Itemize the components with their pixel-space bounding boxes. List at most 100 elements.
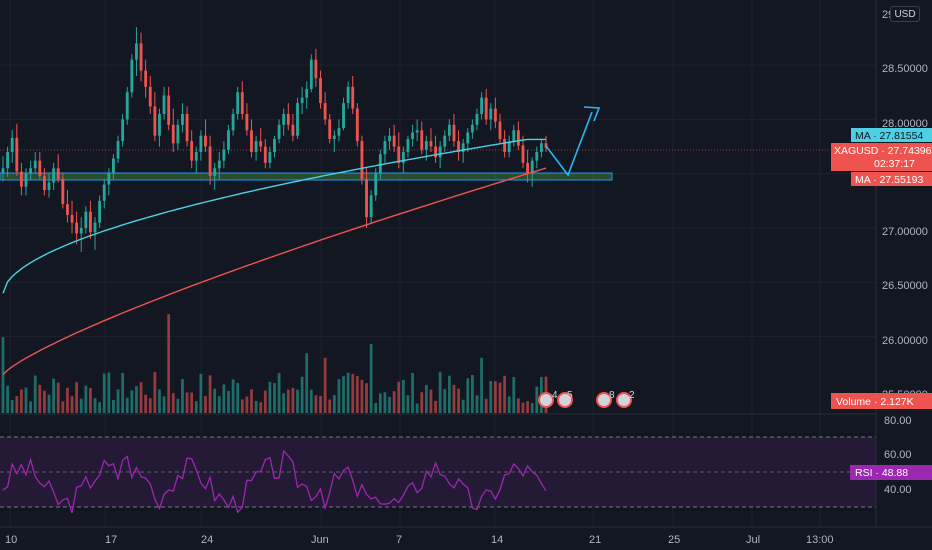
volume-bar [378, 393, 382, 413]
volume-bar [360, 379, 364, 413]
candle-body [457, 141, 460, 152]
volume-bar [346, 372, 350, 413]
volume-bar [424, 384, 428, 413]
volume-bar [217, 396, 221, 413]
candle-body [365, 179, 368, 218]
volume-bar [535, 386, 539, 413]
rsi-tag: RSI · 48.88 [850, 465, 932, 480]
volume-bar [461, 399, 465, 413]
volume-bar [125, 397, 129, 413]
volume-bar [406, 395, 410, 413]
candle-body [84, 211, 88, 228]
candle-body [466, 132, 470, 144]
volume-bar [213, 388, 217, 413]
volume-bar [231, 379, 235, 413]
candle-body [93, 222, 97, 233]
volume-bar [148, 398, 152, 413]
candle-body [240, 92, 244, 114]
ma-slow-tag-text: MA · 27.55193 [855, 174, 923, 186]
candle-body [475, 113, 479, 125]
candle-body [10, 137, 14, 152]
candle-body [153, 106, 157, 136]
candle-body [52, 168, 56, 183]
volume-bar [296, 389, 299, 413]
rsi-tick-60: 60.00 [884, 449, 912, 461]
volume-bar [204, 396, 207, 413]
currency-button[interactable]: USD [890, 6, 920, 22]
time-tick-13: 13:00 [806, 534, 834, 546]
volume-bar [162, 396, 166, 413]
volume-bar [153, 372, 157, 413]
us-flag-icon [616, 392, 632, 408]
candle-body [360, 141, 364, 180]
volume-bar [286, 389, 290, 413]
event-count-4: 2 [629, 390, 635, 401]
candle-body [323, 103, 327, 120]
volume-bar [79, 398, 83, 413]
volume-bar [319, 396, 322, 413]
volume-bar [61, 401, 65, 413]
event-marker-group-1[interactable]: 4 5 [538, 390, 573, 408]
event-marker-group-2[interactable]: 8 2 [596, 390, 635, 408]
candle-body [493, 108, 497, 122]
volume-bar [208, 375, 212, 413]
volume-bar [254, 400, 258, 413]
volume-bars [1, 314, 548, 413]
symbol-price-tag: XAGUSD · 27.74396 02:37:17 [831, 143, 932, 171]
volume-bar [66, 387, 69, 413]
volume-bar [494, 381, 497, 413]
candle-body [139, 43, 143, 71]
candle-body [24, 173, 28, 187]
candle-body [489, 108, 493, 120]
volume-bar [1, 337, 5, 413]
candle-body [521, 145, 525, 163]
volume-bar [466, 378, 470, 413]
ma-fast-tag: MA · 27.81554 [851, 128, 932, 142]
candle-body [204, 135, 207, 147]
candle-body [38, 160, 42, 176]
candle-body [194, 151, 198, 161]
candle-body [443, 135, 447, 147]
candle-body [130, 59, 134, 93]
volume-bar [20, 389, 23, 413]
volume-bar [43, 390, 46, 413]
candle-body [158, 113, 161, 136]
candle-body [148, 86, 152, 107]
candle-body [383, 141, 387, 155]
candle-body [208, 146, 212, 176]
volume-bar [498, 382, 502, 413]
volume-bar [397, 381, 401, 413]
candle-body [236, 92, 240, 114]
candle-body [305, 88, 309, 98]
volume-bar [300, 376, 304, 413]
price-tick-26.5: 26.50000 [882, 280, 928, 292]
candle-body [342, 103, 345, 129]
time-tick-7: 7 [396, 534, 402, 546]
candle-body [56, 168, 60, 180]
candle-body [319, 78, 322, 104]
volume-bar [282, 393, 286, 413]
candle-body [286, 113, 290, 125]
candle-body [355, 108, 359, 142]
volume-bar [116, 389, 120, 413]
volume-bar [33, 375, 37, 413]
ma-slow-tag: MA · 27.55193 [851, 172, 932, 186]
candle-body [388, 135, 391, 142]
candle-body [434, 146, 437, 158]
candle-body [217, 160, 221, 169]
candle-body [231, 113, 235, 131]
candle-body [250, 130, 253, 152]
volume-bar [185, 392, 189, 413]
volume-bar [222, 384, 226, 413]
projection-path[interactable] [545, 106, 601, 177]
volume-bar [355, 376, 359, 413]
event-count-2: 5 [567, 390, 573, 401]
time-tick-21: 21 [589, 534, 601, 546]
time-tick-24: 24 [201, 534, 213, 546]
candle-body [185, 113, 189, 142]
candle-body [171, 124, 175, 144]
candle-body [452, 124, 456, 142]
candle-body [337, 128, 341, 136]
volume-bar [10, 400, 14, 413]
